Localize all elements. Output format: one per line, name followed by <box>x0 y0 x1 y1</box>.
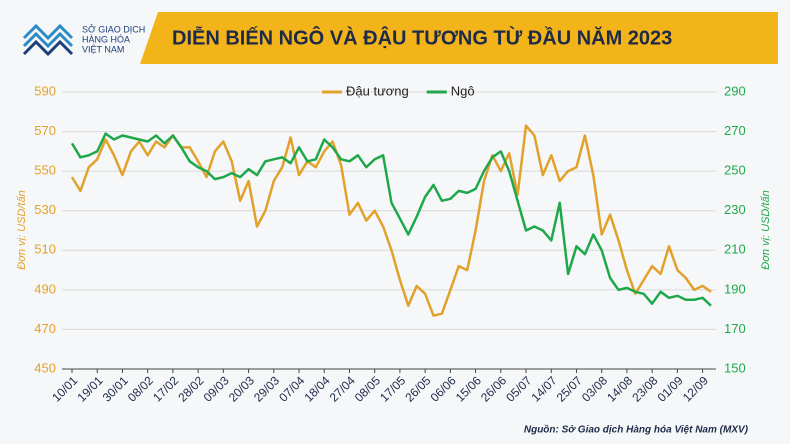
legend-label: Ngô <box>451 83 475 98</box>
y-tick-label: 570 <box>34 123 56 138</box>
logo-stroke <box>22 23 74 41</box>
y2-tick-label: 270 <box>724 123 746 138</box>
logo-stroke <box>22 31 74 49</box>
logo-stroke <box>22 39 74 57</box>
y2-tick-label: 250 <box>724 163 746 178</box>
y2-tick-label: 170 <box>724 321 746 336</box>
y-tick-label: 490 <box>34 281 56 296</box>
title-banner <box>140 12 778 64</box>
logo-text: VIỆT NAM <box>82 44 124 54</box>
y-tick-label: 470 <box>34 321 56 336</box>
y2-axis-label: Đơn vị: USD/tấn <box>760 190 772 269</box>
y2-tick-label: 150 <box>724 360 746 375</box>
series-line <box>70 132 712 307</box>
y-tick-label: 550 <box>34 163 56 178</box>
y-axis-label: Đơn vị: USD/tấn <box>16 190 28 269</box>
legend-label: Đậu tương <box>346 83 409 98</box>
logo-text: HÀNG HÓA <box>82 34 130 44</box>
y-tick-label: 530 <box>34 202 56 217</box>
y2-tick-label: 290 <box>724 83 746 98</box>
y2-tick-label: 210 <box>724 242 746 257</box>
chart-title: DIỄN BIẾN NGÔ VÀ ĐẬU TƯƠNG TỪ ĐẦU NĂM 20… <box>172 25 672 49</box>
y-tick-label: 590 <box>34 83 56 98</box>
y-tick-label: 450 <box>34 360 56 375</box>
source: Nguồn: Sở Giao dịch Hàng hóa Việt Nam (M… <box>524 424 749 436</box>
y2-tick-label: 230 <box>724 202 746 217</box>
y2-tick-label: 190 <box>724 281 746 296</box>
logo-icon <box>22 23 74 57</box>
y-tick-label: 510 <box>34 242 56 257</box>
logo-text: SỞ GIAO DỊCH <box>82 23 145 34</box>
